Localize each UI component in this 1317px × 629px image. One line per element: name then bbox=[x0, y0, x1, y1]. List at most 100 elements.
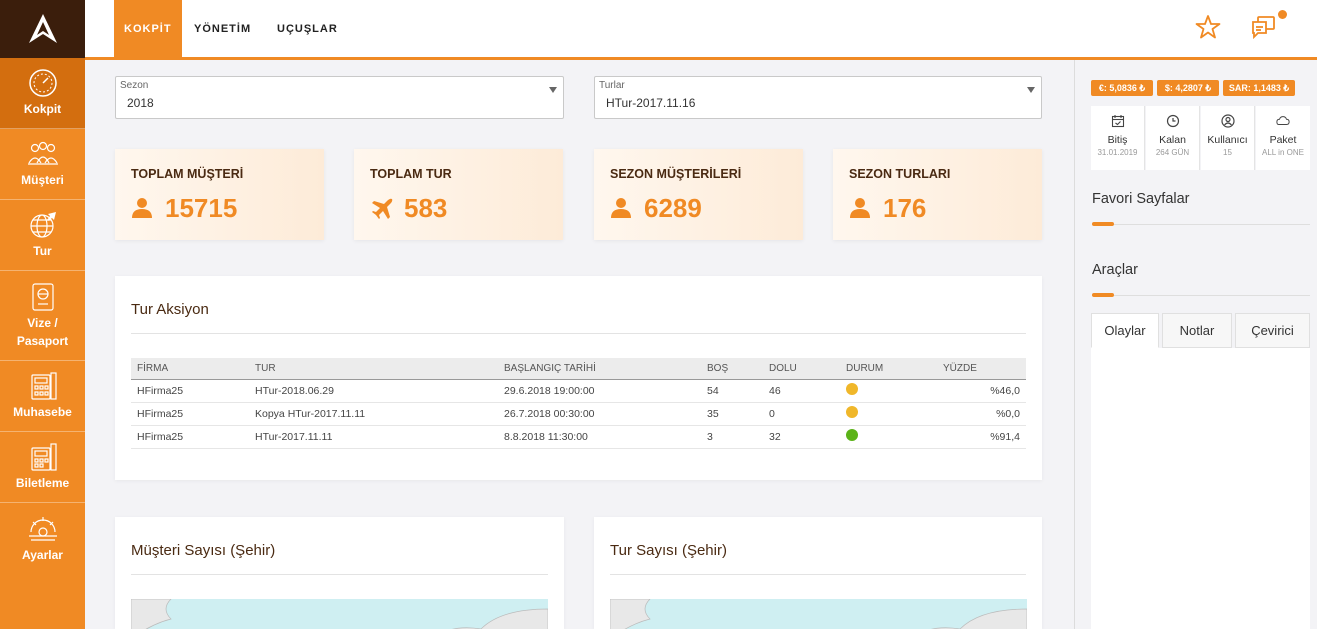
star-icon[interactable] bbox=[1195, 14, 1223, 42]
logo-icon bbox=[28, 14, 57, 43]
tour-action-table: FİRMA TUR BAŞLANGIÇ TARİHİ BOŞ DOLU DURU… bbox=[131, 358, 1026, 449]
tours-select-value: HTur-2017.11.16 bbox=[606, 96, 696, 110]
favorites-title: Favori Sayfalar bbox=[1092, 191, 1190, 207]
cell-yuzde: %46,0 bbox=[937, 379, 1026, 403]
sidebar-item-label: Biletleme bbox=[15, 476, 70, 490]
cell-bos: 3 bbox=[701, 425, 763, 449]
info-label: Kullanıcı bbox=[1207, 134, 1248, 146]
stat-card-season-tours: SEZON TURLARI 176 bbox=[833, 149, 1042, 240]
calendar-icon bbox=[1111, 115, 1124, 128]
settings-icon bbox=[26, 514, 60, 544]
user-icon bbox=[610, 197, 632, 219]
cell-status bbox=[840, 402, 937, 426]
app-logo[interactable] bbox=[0, 0, 85, 58]
column-header[interactable]: FİRMA bbox=[131, 358, 249, 380]
sidebar-item-label: Vize / Pasaport bbox=[16, 315, 69, 348]
title-accent bbox=[1092, 293, 1114, 297]
info-sub: ALL in ONE bbox=[1262, 148, 1304, 157]
top-bar: KOKPİT YÖNETİM UÇUŞLAR bbox=[85, 0, 1317, 60]
customers-by-city-panel: Müşteri Sayısı (Şehir) bbox=[115, 517, 564, 629]
table-row[interactable]: HFirma25 Kopya HTur-2017.11.11 26.7.2018… bbox=[131, 402, 1026, 426]
sidebar-item-tur[interactable]: Tur bbox=[0, 200, 85, 271]
divider bbox=[610, 574, 1026, 575]
info-package: Paket ALL in ONE bbox=[1256, 106, 1310, 170]
stat-value: 583 bbox=[404, 193, 448, 223]
tab-converter[interactable]: Çevirici bbox=[1235, 313, 1310, 348]
tab-notes[interactable]: Notlar bbox=[1162, 313, 1232, 348]
globe-plane-icon bbox=[26, 210, 60, 240]
tour-action-panel: Tur Aksiyon FİRMA TUR BAŞLANGIÇ TARİHİ B… bbox=[115, 276, 1042, 480]
sidebar-item-ayarlar[interactable]: Ayarlar bbox=[0, 503, 85, 574]
info-end-date: Bitiş 31.01.2019 bbox=[1091, 106, 1145, 170]
tab-yonetim[interactable]: YÖNETİM bbox=[194, 22, 252, 35]
cloud-icon bbox=[1276, 116, 1290, 125]
sidebar-item-muhasebe[interactable]: Muhasebe bbox=[0, 361, 85, 432]
user-circle-icon bbox=[1220, 114, 1235, 128]
notification-dot bbox=[1278, 10, 1287, 19]
table-row[interactable]: HFirma25 HTur-2018.06.29 29.6.2018 19:00… bbox=[131, 379, 1026, 403]
rate-badge-sar: SAR: 1,1483 ₺ bbox=[1223, 80, 1295, 96]
sidebar-item-kokpit[interactable]: Kokpit bbox=[0, 58, 85, 129]
season-select[interactable]: Sezon 2018 bbox=[115, 76, 564, 119]
column-header[interactable]: DURUM bbox=[840, 358, 937, 380]
info-sub: 264 GÜN bbox=[1155, 148, 1190, 157]
sidebar: Kokpit Müşteri Tur Vize / Pasaport Muhas… bbox=[0, 0, 85, 629]
stat-title: TOPLAM MÜŞTERİ bbox=[131, 167, 244, 181]
chat-icon[interactable] bbox=[1251, 14, 1279, 42]
table-row[interactable]: HFirma25 HTur-2017.11.11 8.8.2018 11:30:… bbox=[131, 425, 1026, 449]
column-header[interactable]: DOLU bbox=[763, 358, 840, 380]
cell-bos: 35 bbox=[701, 402, 763, 426]
cell-yuzde: %91,4 bbox=[937, 425, 1026, 449]
sidebar-item-label: Müşteri bbox=[21, 173, 64, 187]
cell-dolu: 46 bbox=[763, 379, 840, 403]
stat-value: 176 bbox=[883, 193, 927, 223]
speedometer-icon bbox=[26, 68, 60, 98]
column-header[interactable]: BAŞLANGIÇ TARİHİ bbox=[498, 358, 701, 380]
rate-badge-euro: €: 5,0836 ₺ bbox=[1091, 80, 1153, 96]
tab-kokpit[interactable]: KOKPİT bbox=[114, 0, 182, 57]
right-panel: €: 5,0836 ₺ $: 4,2807 ₺ SAR: 1,1483 ₺ Bi… bbox=[1074, 60, 1317, 629]
sidebar-item-label: Kokpit bbox=[23, 102, 62, 116]
sidebar-item-biletleme[interactable]: Biletleme bbox=[0, 432, 85, 503]
tours-select[interactable]: Turlar HTur-2017.11.16 bbox=[594, 76, 1042, 119]
info-remaining: Kalan 264 GÜN bbox=[1146, 106, 1200, 170]
status-dot bbox=[846, 429, 858, 441]
sidebar-item-musteri[interactable]: Müşteri bbox=[0, 129, 85, 200]
stat-title: TOPLAM TUR bbox=[370, 167, 452, 181]
tab-events[interactable]: Olaylar bbox=[1091, 313, 1159, 348]
city-map[interactable] bbox=[131, 599, 548, 629]
column-header[interactable]: BOŞ bbox=[701, 358, 763, 380]
stat-card-total-customers: TOPLAM MÜŞTERİ 15715 bbox=[115, 149, 324, 240]
passport-icon bbox=[26, 282, 60, 312]
tab-ucuslar[interactable]: UÇUŞLAR bbox=[277, 22, 338, 35]
cell-firma: HFirma25 bbox=[131, 379, 249, 403]
sidebar-item-vize-pasaport[interactable]: Vize / Pasaport bbox=[0, 271, 85, 361]
divider bbox=[1092, 224, 1310, 225]
title-accent bbox=[1092, 222, 1114, 226]
cell-dolu: 0 bbox=[763, 402, 840, 426]
panel-title: Tur Aksiyon bbox=[131, 301, 209, 318]
city-map[interactable] bbox=[610, 599, 1027, 629]
rate-badge-dollar: $: 4,2807 ₺ bbox=[1157, 80, 1219, 96]
divider bbox=[131, 574, 548, 575]
cell-date: 29.6.2018 19:00:00 bbox=[498, 379, 701, 403]
cell-date: 26.7.2018 00:30:00 bbox=[498, 402, 701, 426]
column-header[interactable]: YÜZDE bbox=[937, 358, 1026, 380]
info-label: Kalan bbox=[1159, 134, 1186, 146]
divider bbox=[1092, 295, 1310, 296]
cell-tur: Kopya HTur-2017.11.11 bbox=[249, 402, 498, 426]
sidebar-item-label: Tur bbox=[33, 244, 52, 258]
ticket-icon bbox=[26, 442, 60, 472]
table-header-row: FİRMA TUR BAŞLANGIÇ TARİHİ BOŞ DOLU DURU… bbox=[131, 358, 1026, 380]
tours-select-label: Turlar bbox=[599, 80, 625, 91]
stat-title: SEZON MÜŞTERİLERİ bbox=[610, 167, 742, 181]
cell-tur: HTur-2017.11.11 bbox=[249, 425, 498, 449]
info-sub: 15 bbox=[1223, 148, 1232, 157]
stat-title: SEZON TURLARI bbox=[849, 167, 951, 181]
column-header[interactable]: TUR bbox=[249, 358, 498, 380]
caret-down-icon bbox=[1027, 87, 1035, 93]
cell-status bbox=[840, 425, 937, 449]
stat-card-season-customers: SEZON MÜŞTERİLERİ 6289 bbox=[594, 149, 803, 240]
info-users: Kullanıcı 15 bbox=[1201, 106, 1255, 170]
stat-value: 15715 bbox=[165, 193, 238, 223]
